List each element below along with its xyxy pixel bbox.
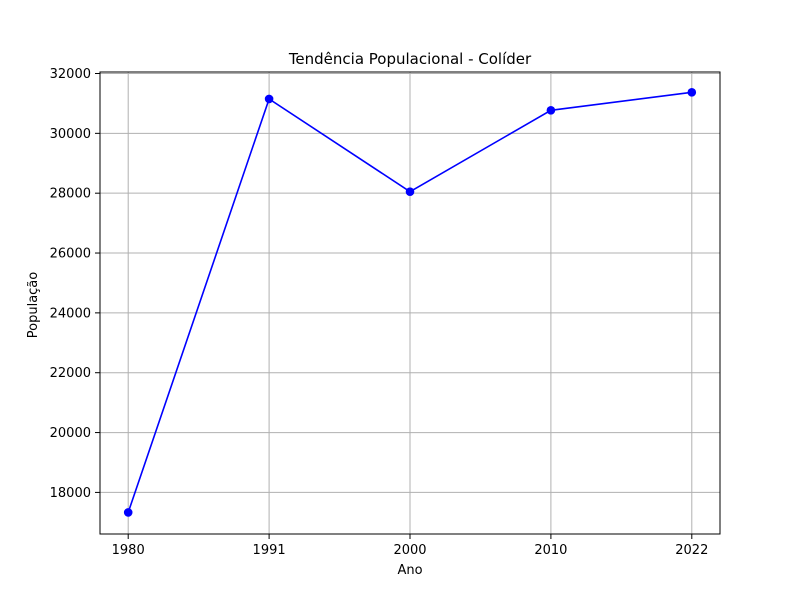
x-tick-label: 2022 <box>675 543 708 558</box>
data-point <box>687 88 697 97</box>
chart-title: Tendência Populacional - Colíder <box>288 50 532 68</box>
x-axis: 1980 1991 2000 2010 2022 <box>112 534 708 558</box>
y-axis-label: População <box>26 272 41 339</box>
y-axis: 18000 20000 22000 24000 26000 28000 30000 32000 <box>50 67 100 501</box>
y-tick-label: 24000 <box>50 306 91 321</box>
x-tick-label: 2010 <box>534 543 567 558</box>
grid <box>100 72 720 534</box>
x-tick-label: 2000 <box>393 543 426 558</box>
y-tick-label: 32000 <box>50 67 91 82</box>
y-tick-label: 20000 <box>50 426 91 441</box>
data-point <box>546 106 556 115</box>
y-tick-label: 26000 <box>50 247 91 262</box>
y-tick-label: 22000 <box>50 366 91 381</box>
data-point <box>405 187 415 196</box>
data-point <box>123 508 133 517</box>
x-tick-label: 1991 <box>253 543 286 558</box>
y-tick-label: 18000 <box>50 486 91 501</box>
x-tick-label: 1980 <box>112 543 145 558</box>
data-point <box>264 94 274 104</box>
series <box>123 88 697 517</box>
y-tick-label: 30000 <box>50 127 91 142</box>
x-axis-label: Ano <box>397 563 422 578</box>
y-tick-label: 28000 <box>50 187 91 202</box>
